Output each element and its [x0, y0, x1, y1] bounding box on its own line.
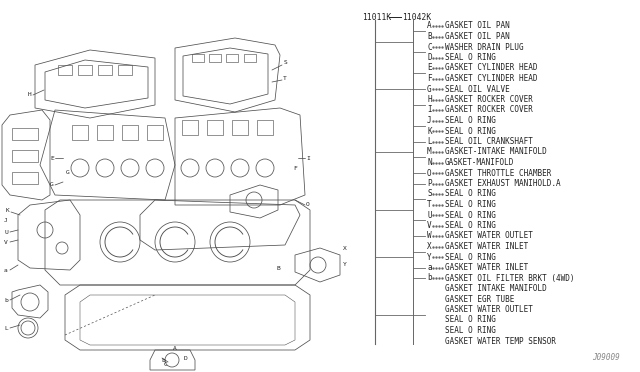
Text: F: F [427, 74, 431, 83]
Text: GASKET CYLINDER HEAD: GASKET CYLINDER HEAD [445, 74, 538, 83]
Text: GASKET-MANIFOLD: GASKET-MANIFOLD [445, 158, 515, 167]
Text: N: N [427, 158, 431, 167]
Text: G: G [427, 84, 431, 93]
Text: L: L [4, 326, 8, 330]
Text: GASKET THROTTLE CHAMBER: GASKET THROTTLE CHAMBER [445, 169, 552, 177]
Text: V: V [427, 221, 431, 230]
Text: E: E [50, 155, 54, 160]
Text: L: L [427, 137, 431, 146]
Text: GASKET WATER INLET: GASKET WATER INLET [445, 263, 528, 272]
Text: F: F [293, 166, 297, 170]
Text: H: H [28, 93, 32, 97]
Text: D: D [427, 53, 431, 62]
Text: SEAL O RING: SEAL O RING [445, 221, 496, 230]
Text: T: T [283, 76, 287, 80]
Text: U: U [4, 230, 8, 234]
Text: E: E [427, 64, 431, 73]
Text: SEAL O RING: SEAL O RING [445, 200, 496, 209]
Text: I: I [306, 155, 310, 160]
Text: J: J [4, 218, 8, 222]
Text: WASHER DRAIN PLUG: WASHER DRAIN PLUG [445, 42, 524, 51]
Text: GASKET INTAKE MANIFOLD: GASKET INTAKE MANIFOLD [445, 284, 547, 293]
Text: I: I [427, 106, 431, 115]
Text: SEAL O RING: SEAL O RING [445, 326, 496, 335]
Text: C: C [427, 42, 431, 51]
Text: G: G [66, 170, 70, 174]
Text: 11011K: 11011K [362, 13, 391, 22]
Text: GASKET WATER INLET: GASKET WATER INLET [445, 242, 528, 251]
Text: GASKET ROCKER COVER: GASKET ROCKER COVER [445, 106, 533, 115]
Text: SEAL OIL VALVE: SEAL OIL VALVE [445, 84, 509, 93]
Text: SEAL O RING: SEAL O RING [445, 53, 496, 62]
Text: GASKET EGR TUBE: GASKET EGR TUBE [445, 295, 515, 304]
Text: GASKET-INTAKE MANIFOLD: GASKET-INTAKE MANIFOLD [445, 148, 547, 157]
Text: GASKET EXHAUST MANIHOLD.A: GASKET EXHAUST MANIHOLD.A [445, 179, 561, 188]
Text: SEAL O RING: SEAL O RING [445, 126, 496, 135]
Text: b: b [427, 273, 431, 282]
Text: S: S [283, 61, 287, 65]
Text: G: G [50, 183, 54, 187]
Text: b: b [161, 357, 165, 362]
Text: K: K [427, 126, 431, 135]
Text: SEAL O RING: SEAL O RING [445, 189, 496, 199]
Text: K: K [6, 208, 10, 212]
Text: GASKET CYLINDER HEAD: GASKET CYLINDER HEAD [445, 64, 538, 73]
Text: J09009: J09009 [592, 353, 620, 362]
Text: GASKET WATER OUTLET: GASKET WATER OUTLET [445, 305, 533, 314]
Text: SEAL O RING: SEAL O RING [445, 116, 496, 125]
Text: O: O [427, 169, 431, 177]
Text: A: A [427, 22, 431, 31]
Text: X: X [427, 242, 431, 251]
Text: O: O [306, 202, 310, 208]
Text: a: a [4, 267, 8, 273]
Text: Y: Y [427, 253, 431, 262]
Text: W: W [427, 231, 431, 241]
Text: X: X [343, 246, 347, 250]
Text: GASKET WATER OUTLET: GASKET WATER OUTLET [445, 231, 533, 241]
Text: GASKET ROCKER COVER: GASKET ROCKER COVER [445, 95, 533, 104]
Text: SEAL O RING: SEAL O RING [445, 211, 496, 219]
Text: P: P [427, 179, 431, 188]
Text: 11042K: 11042K [402, 13, 431, 22]
Text: B: B [276, 266, 280, 270]
Text: GASKET WATER TEMP SENSOR: GASKET WATER TEMP SENSOR [445, 337, 556, 346]
Text: J: J [427, 116, 431, 125]
Text: Y: Y [343, 263, 347, 267]
Text: M: M [427, 148, 431, 157]
Text: GASKET OIL FILTER BRKT (4WD): GASKET OIL FILTER BRKT (4WD) [445, 273, 575, 282]
Text: SEAL OIL CRANKSHAFT: SEAL OIL CRANKSHAFT [445, 137, 533, 146]
Text: V: V [4, 240, 8, 244]
Text: C: C [163, 362, 167, 368]
Text: SEAL O RING: SEAL O RING [445, 315, 496, 324]
Text: A: A [173, 346, 177, 350]
Text: SEAL O RING: SEAL O RING [445, 253, 496, 262]
Text: b: b [4, 298, 8, 302]
Text: U: U [427, 211, 431, 219]
Text: a: a [427, 263, 431, 272]
Text: S: S [427, 189, 431, 199]
Text: B: B [427, 32, 431, 41]
Text: T: T [427, 200, 431, 209]
Text: GASKET OIL PAN: GASKET OIL PAN [445, 22, 509, 31]
Text: H: H [427, 95, 431, 104]
Text: GASKET OIL PAN: GASKET OIL PAN [445, 32, 509, 41]
Text: D: D [183, 356, 187, 360]
